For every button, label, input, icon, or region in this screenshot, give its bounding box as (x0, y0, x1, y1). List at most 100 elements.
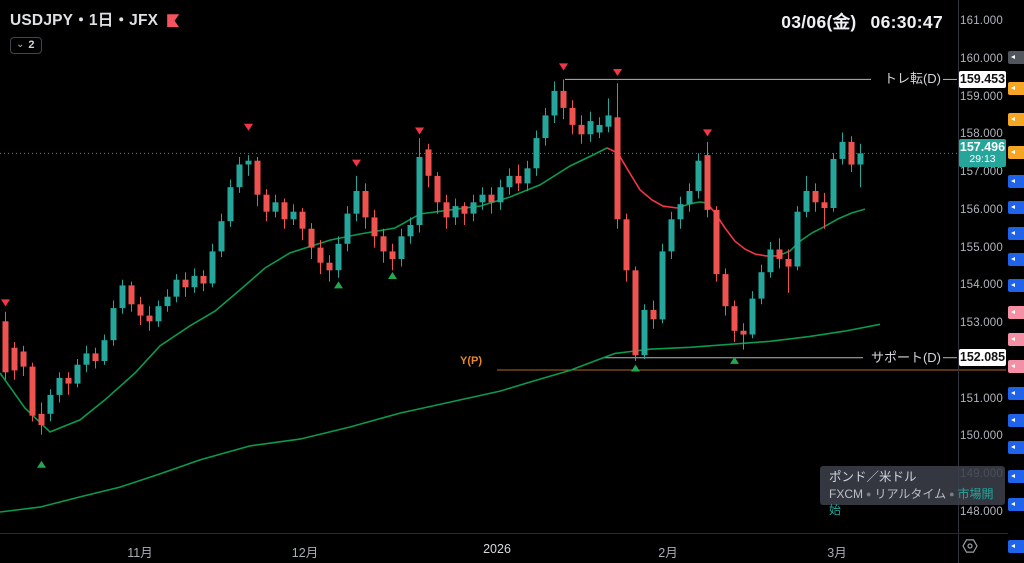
candle[interactable] (137, 296, 144, 325)
candle[interactable] (686, 183, 693, 212)
candle[interactable] (461, 202, 468, 225)
candle[interactable] (380, 228, 387, 263)
candle[interactable] (812, 183, 819, 212)
candle[interactable] (506, 168, 513, 195)
candle[interactable] (470, 194, 477, 222)
candle[interactable] (254, 157, 261, 207)
buy-marker[interactable] (334, 281, 343, 289)
sell-marker[interactable] (703, 129, 712, 137)
candle[interactable] (776, 238, 783, 269)
candle[interactable] (785, 249, 792, 293)
candle[interactable] (839, 132, 846, 165)
slow-ma-line[interactable] (0, 323, 881, 513)
yearly-pivot-label[interactable]: Y(P) (460, 355, 482, 367)
candle[interactable] (128, 281, 135, 312)
candle[interactable] (119, 279, 126, 314)
candle[interactable] (668, 211, 675, 259)
candle[interactable] (164, 289, 171, 312)
candle[interactable] (542, 107, 549, 146)
candle[interactable] (110, 300, 117, 346)
candle[interactable] (794, 206, 801, 271)
candle[interactable] (497, 179, 504, 210)
candle[interactable] (740, 323, 747, 350)
candle[interactable] (722, 268, 729, 316)
buy-marker[interactable] (631, 364, 640, 372)
candle[interactable] (326, 255, 333, 282)
candle[interactable] (848, 136, 855, 173)
candle[interactable] (200, 270, 207, 292)
time-axis[interactable]: 11月 12月 2026 2月 3月 (0, 534, 958, 563)
candle[interactable] (677, 196, 684, 229)
candle[interactable] (191, 268, 198, 293)
candle[interactable] (281, 198, 288, 229)
candle[interactable] (650, 300, 657, 329)
candle[interactable] (803, 175, 810, 218)
candle[interactable] (560, 79, 567, 120)
buy-marker[interactable] (37, 460, 46, 468)
sell-marker[interactable] (352, 159, 361, 167)
candle[interactable] (227, 179, 234, 227)
candle[interactable] (731, 300, 738, 343)
candle[interactable] (398, 228, 405, 267)
candle[interactable] (623, 213, 630, 282)
candle[interactable] (20, 345, 27, 376)
symbol-title[interactable]: USDJPY・1日・JFX (10, 12, 159, 29)
sell-marker[interactable] (244, 123, 253, 131)
candle[interactable] (596, 117, 603, 139)
candle[interactable] (830, 153, 837, 212)
candle[interactable] (713, 206, 720, 282)
sell-marker[interactable] (415, 127, 424, 135)
candle[interactable] (479, 187, 486, 210)
candle[interactable] (659, 243, 666, 324)
candle[interactable] (452, 198, 459, 226)
candle[interactable] (416, 138, 423, 233)
candle[interactable] (146, 306, 153, 331)
candle[interactable] (533, 130, 540, 176)
candle[interactable] (821, 192, 828, 229)
candle[interactable] (443, 194, 450, 229)
candle[interactable] (182, 272, 189, 297)
candle[interactable] (209, 243, 216, 288)
gear-icon[interactable] (962, 538, 978, 554)
buy-marker[interactable] (388, 271, 397, 279)
candle[interactable] (101, 334, 108, 365)
fast-ma-line[interactable] (0, 147, 608, 433)
candle[interactable] (632, 266, 639, 361)
candle[interactable] (362, 183, 369, 229)
candle[interactable] (515, 164, 522, 192)
candle[interactable] (587, 111, 594, 142)
candle[interactable] (353, 175, 360, 222)
candle[interactable] (425, 143, 432, 188)
candle[interactable] (272, 194, 279, 218)
sell-marker[interactable] (1, 299, 10, 307)
candle[interactable] (641, 304, 648, 359)
candle[interactable] (857, 143, 864, 188)
candle[interactable] (11, 342, 18, 380)
candle[interactable] (308, 223, 315, 259)
sell-marker[interactable] (559, 63, 568, 71)
candle[interactable] (578, 115, 585, 144)
candle[interactable] (236, 157, 243, 193)
sell-marker[interactable] (613, 68, 622, 76)
candle[interactable] (389, 243, 396, 271)
candle[interactable] (335, 236, 342, 278)
candle[interactable] (218, 213, 225, 258)
candle[interactable] (371, 209, 378, 248)
candle[interactable] (407, 217, 414, 244)
candle[interactable] (317, 240, 324, 275)
support-label[interactable]: サポート(D) (870, 350, 941, 365)
candle[interactable] (299, 208, 306, 241)
object-tree-collapse-chip[interactable]: ⌄ 2 (10, 37, 42, 54)
flag-icon[interactable] (167, 14, 180, 28)
candle[interactable] (569, 100, 576, 135)
candle[interactable] (245, 155, 252, 176)
candle[interactable] (65, 372, 72, 395)
candle[interactable] (605, 98, 612, 133)
candle[interactable] (290, 204, 297, 225)
candle[interactable] (749, 291, 756, 339)
candle[interactable] (155, 300, 162, 327)
buy-marker[interactable] (730, 356, 739, 364)
candle[interactable] (695, 153, 702, 199)
candle[interactable] (767, 242, 774, 278)
